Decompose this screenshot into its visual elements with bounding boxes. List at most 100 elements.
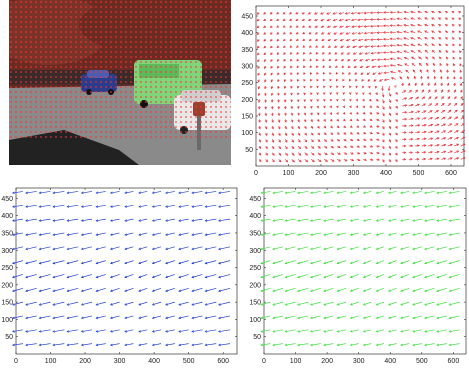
quiver-arrowhead — [376, 138, 380, 141]
quiver-arrowhead — [311, 152, 315, 156]
quiver-arrowhead — [66, 303, 70, 306]
quiver-arrow — [417, 11, 422, 14]
quiver-arrowhead — [383, 78, 387, 82]
quiver-arrowhead — [341, 65, 345, 69]
quiver-arrowhead — [303, 112, 307, 116]
quiver-arrowhead — [260, 219, 264, 222]
quiver-arrowhead — [109, 205, 113, 208]
quiver-arrowhead — [270, 100, 274, 103]
quiver-arrowhead — [296, 45, 299, 48]
quiver-arrowhead — [218, 316, 221, 320]
quiver-arrowhead — [349, 261, 353, 265]
quiver-arrow — [12, 232, 23, 236]
quiver-arrowhead — [297, 247, 300, 251]
quiver-arrowhead — [412, 316, 416, 320]
quiver-arrow — [412, 343, 422, 346]
quiver-arrowhead — [285, 159, 289, 163]
quiver-arrowhead — [95, 303, 99, 306]
quiver-arrowhead — [370, 151, 374, 155]
quiver-arrow — [205, 274, 217, 278]
quiver-arrow — [25, 232, 37, 236]
quiver-arrowhead — [376, 131, 380, 135]
quiver-arrowhead — [431, 10, 434, 14]
quiver-arrow — [39, 315, 51, 319]
quiver-arrow — [67, 246, 79, 250]
quiver-arrow — [404, 63, 409, 67]
quiver-arrow — [363, 315, 372, 319]
quiver-arrowhead — [124, 205, 128, 208]
quiver-arrow — [178, 260, 189, 264]
quiver-arrowhead — [403, 158, 407, 161]
quiver-arrowhead — [424, 43, 428, 47]
quiver-arrow — [428, 137, 433, 140]
quiver-arrowhead — [303, 99, 307, 103]
quiver-arrow — [436, 343, 448, 346]
quiver-arrow — [178, 287, 189, 292]
quiver-arrowhead — [403, 56, 407, 60]
quiver-arrow — [434, 123, 440, 127]
quiver-arrow — [337, 301, 347, 306]
quiver-arrowhead — [323, 316, 327, 320]
quiver-arrowhead — [178, 316, 182, 320]
quiver-arrowhead — [265, 159, 268, 163]
quiver-arrowhead — [38, 343, 42, 347]
y-tick-label: 350 — [241, 47, 253, 54]
quiver-arrowhead — [348, 85, 352, 89]
quiver-arrowhead — [272, 159, 275, 163]
quiver-arrowhead — [304, 146, 308, 150]
x-tick-label: 500 — [413, 170, 425, 177]
quiver-arrowhead — [433, 82, 437, 86]
quiver-arrowhead — [80, 247, 84, 251]
quiver-arrowhead — [453, 89, 456, 93]
quiver-arrowhead — [258, 152, 262, 156]
quiver-arrowhead — [204, 219, 208, 222]
quiver-arrowhead — [218, 330, 221, 333]
quiver-arrowhead — [257, 52, 260, 56]
quiver-arrowhead — [454, 109, 458, 113]
quiver-arrowhead — [296, 72, 300, 76]
quiver-arrowhead — [400, 316, 404, 320]
quiver-arrow — [424, 232, 435, 236]
quiver-arrowhead — [95, 330, 99, 333]
quiver-arrowhead — [323, 191, 327, 195]
quiver-arrowhead — [449, 143, 453, 147]
quiver-arrowhead — [340, 45, 343, 48]
quiver-arrowhead — [388, 275, 391, 279]
quiver-arrowhead — [52, 191, 56, 195]
quiver-arrowhead — [269, 25, 273, 28]
quiver-arrowhead — [291, 126, 294, 130]
quiver-arrowhead — [431, 43, 435, 47]
quiver-arrowhead — [364, 52, 368, 55]
quiver-arrow — [81, 301, 93, 306]
quiver-arrowhead — [388, 100, 392, 103]
quiver-arrow — [454, 109, 458, 113]
quiver-arrowhead — [297, 289, 301, 293]
quiver-arrow — [421, 110, 426, 113]
quiver-arrowhead — [264, 100, 267, 103]
quiver-arrow — [12, 204, 23, 208]
quiver-arrow — [52, 246, 65, 250]
quiver-arrow — [272, 329, 284, 333]
quiver-arrow — [337, 274, 347, 278]
quiver-arrowhead — [191, 330, 195, 333]
quiver-arrowhead — [297, 119, 300, 123]
y-tick-label: 50 — [253, 334, 261, 341]
quiver-arrow — [110, 232, 120, 236]
quiver-arrow — [138, 274, 148, 278]
quiver-arrowhead — [388, 119, 392, 123]
quiver-arrow — [436, 301, 448, 306]
quiver-arrowhead — [337, 138, 341, 142]
quiver-arrowhead — [52, 303, 56, 306]
quiver-arrow — [449, 287, 460, 292]
quiver-arrowhead — [52, 233, 56, 237]
quiver-arrowhead — [310, 219, 313, 222]
quiver-arrow — [363, 191, 372, 194]
quiver-arrowhead — [448, 219, 452, 222]
quiver-arrow — [396, 31, 403, 34]
quiver-arrowhead — [258, 159, 262, 163]
quiver-arrow — [298, 159, 302, 163]
quiver-arrowhead — [345, 38, 349, 42]
quiver-arrowhead — [303, 92, 307, 96]
quiver-arrow — [418, 50, 422, 53]
quiver-arrowhead — [310, 132, 314, 136]
